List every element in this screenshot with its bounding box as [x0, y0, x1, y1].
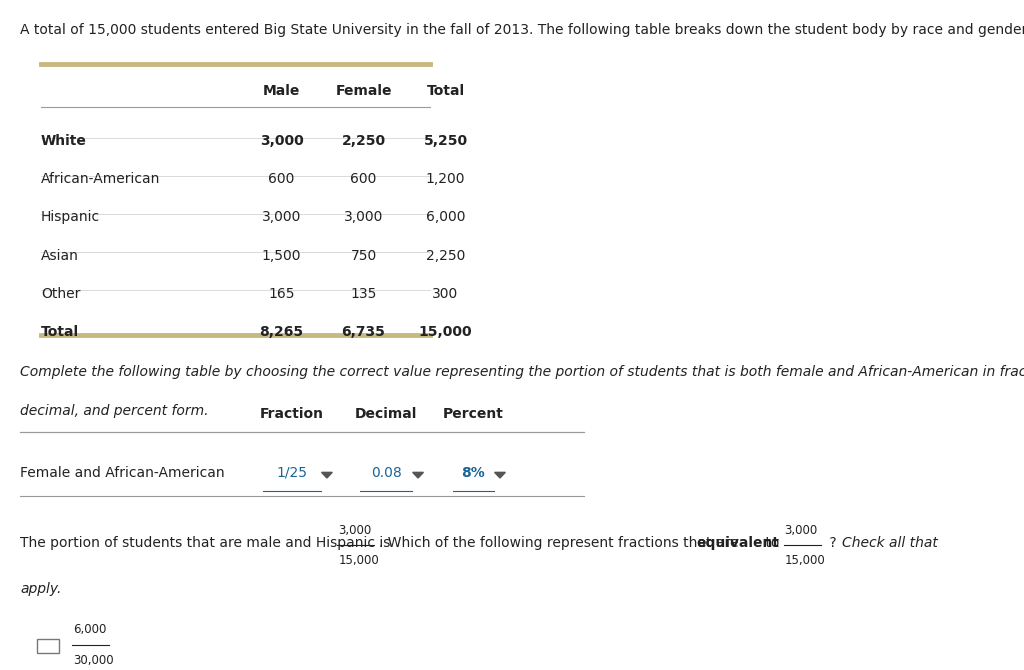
Text: 30,000: 30,000 — [73, 654, 114, 667]
Text: Percent: Percent — [442, 407, 504, 421]
Text: 15,000: 15,000 — [338, 554, 379, 567]
Text: 3,000: 3,000 — [344, 210, 383, 224]
Text: 2,250: 2,250 — [341, 134, 386, 148]
Text: to: to — [761, 536, 783, 550]
Text: 15,000: 15,000 — [784, 554, 825, 567]
Text: Female: Female — [335, 84, 392, 98]
Text: 1,200: 1,200 — [426, 172, 465, 186]
Text: . Which of the following represent fractions that are: . Which of the following represent fract… — [379, 536, 742, 550]
Text: Other: Other — [41, 287, 80, 301]
Text: apply.: apply. — [20, 582, 61, 596]
Text: 15,000: 15,000 — [419, 325, 472, 339]
Text: White: White — [41, 134, 87, 148]
Text: 0.08: 0.08 — [371, 466, 401, 480]
Text: Total: Total — [426, 84, 465, 98]
Text: 3,000: 3,000 — [262, 210, 301, 224]
Text: 8,265: 8,265 — [259, 325, 304, 339]
Text: 6,735: 6,735 — [342, 325, 385, 339]
Text: 5,250: 5,250 — [423, 134, 468, 148]
Polygon shape — [413, 472, 424, 478]
Text: 3,000: 3,000 — [784, 524, 818, 537]
Text: Fraction: Fraction — [260, 407, 324, 421]
Text: 3,000: 3,000 — [338, 524, 372, 537]
Text: 600: 600 — [268, 172, 295, 186]
Text: Hispanic: Hispanic — [41, 210, 100, 224]
Text: Total: Total — [41, 325, 79, 339]
Bar — [37, 639, 59, 653]
Text: Asian: Asian — [41, 249, 79, 263]
Text: 1/25: 1/25 — [276, 466, 307, 480]
Text: 165: 165 — [268, 287, 295, 301]
Text: 600: 600 — [350, 172, 377, 186]
Text: equivalent: equivalent — [696, 536, 779, 550]
Text: 135: 135 — [350, 287, 377, 301]
Text: African-American: African-American — [41, 172, 161, 186]
Text: 2,250: 2,250 — [426, 249, 465, 263]
Polygon shape — [495, 472, 506, 478]
Text: The portion of students that are male and Hispanic is: The portion of students that are male an… — [20, 536, 395, 550]
Text: A total of 15,000 students entered Big State University in the fall of 2013. The: A total of 15,000 students entered Big S… — [20, 23, 1024, 38]
Text: decimal, and percent form.: decimal, and percent form. — [20, 404, 209, 418]
Text: Decimal: Decimal — [355, 407, 417, 421]
Text: Female and African-American: Female and African-American — [20, 466, 225, 480]
Text: 8%: 8% — [461, 466, 485, 480]
Text: ?: ? — [824, 536, 841, 550]
Text: Male: Male — [263, 84, 300, 98]
Text: 6,000: 6,000 — [73, 624, 106, 636]
Text: 1,500: 1,500 — [262, 249, 301, 263]
Polygon shape — [322, 472, 332, 478]
Text: 750: 750 — [350, 249, 377, 263]
Text: 6,000: 6,000 — [426, 210, 465, 224]
Text: Complete the following table by choosing the correct value representing the port: Complete the following table by choosing… — [20, 365, 1024, 379]
Text: 3,000: 3,000 — [260, 134, 303, 148]
Text: 300: 300 — [432, 287, 459, 301]
Text: Check all that: Check all that — [843, 536, 938, 550]
